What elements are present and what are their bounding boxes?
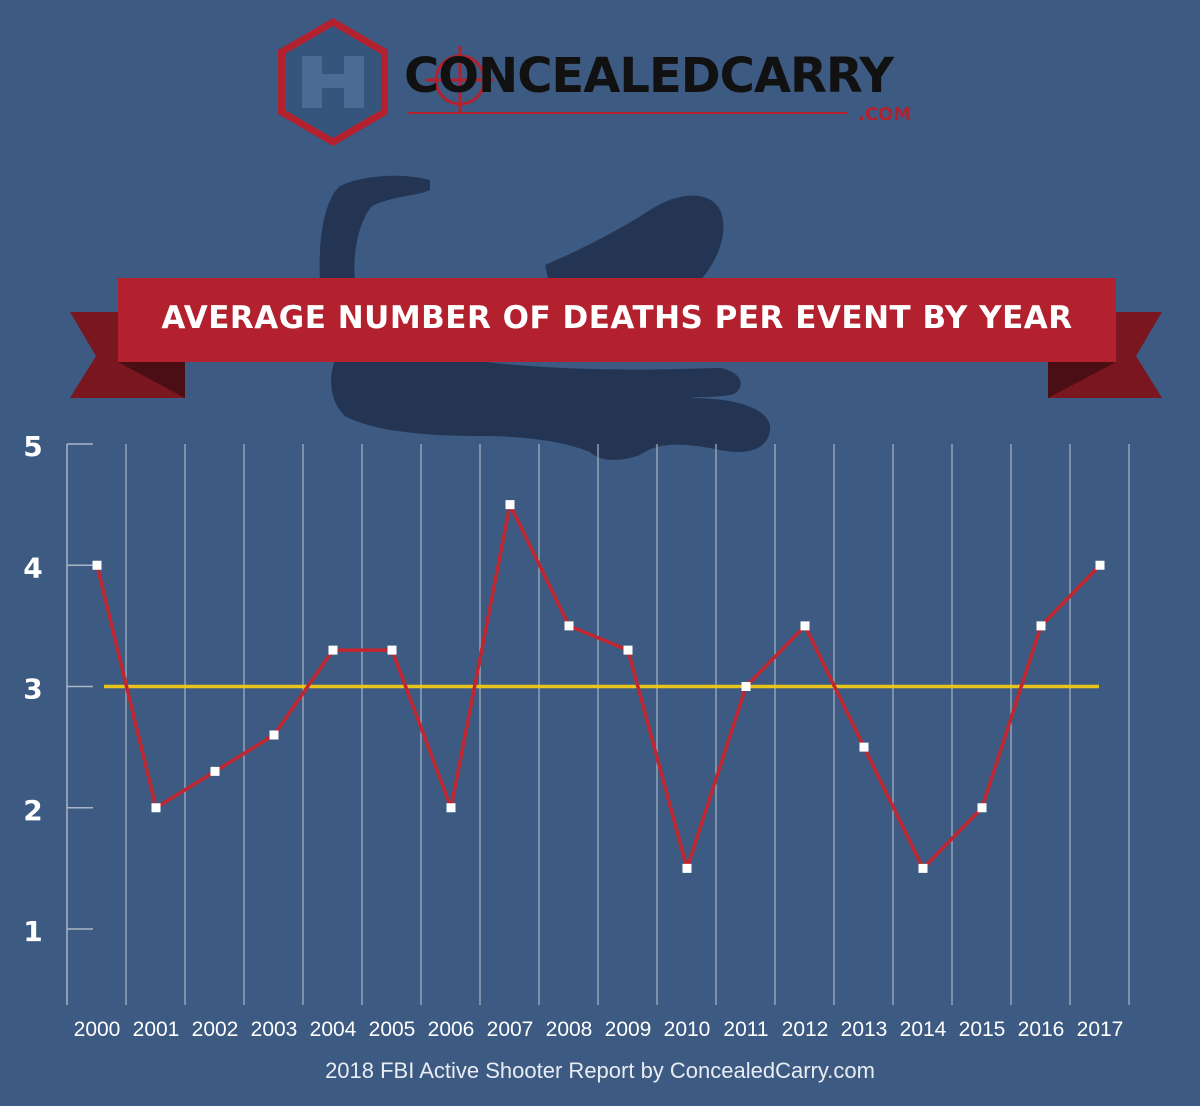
data-point (1095, 560, 1105, 570)
axes (66, 443, 93, 1005)
x-tick-label: 2005 (369, 1018, 416, 1041)
data-points (92, 500, 1105, 873)
logo-wordmark: CONCEALEDCARRY (404, 48, 894, 104)
x-tick-label: 2013 (841, 1018, 888, 1041)
logo-underline (408, 112, 848, 114)
crosshair-icon (426, 46, 494, 114)
data-point (859, 742, 869, 752)
data-point (210, 766, 220, 776)
x-tick-label: 2009 (605, 1018, 652, 1041)
data-point (446, 803, 456, 813)
x-tick-label: 2000 (74, 1018, 121, 1041)
data-point (977, 803, 987, 813)
x-tick-label: 2016 (1018, 1018, 1065, 1041)
data-point (623, 645, 633, 655)
data-point (741, 682, 751, 691)
series-line (95, 502, 1102, 871)
y-tick-label: 2 (23, 794, 42, 827)
data-point (151, 803, 161, 813)
x-tick-label: 2002 (192, 1018, 239, 1041)
chart-title: AVERAGE NUMBER OF DEATHS PER EVENT BY YE… (161, 300, 1073, 336)
data-point (505, 500, 515, 510)
x-tick-label: 2001 (133, 1018, 180, 1041)
logo-hexagon-icon (278, 18, 388, 146)
data-point (918, 863, 928, 873)
y-tick-labels: 1 2 3 4 5 (23, 430, 42, 948)
x-tick-label: 2007 (487, 1018, 534, 1041)
x-tick-label: 2006 (428, 1018, 475, 1041)
x-tick-label: 2012 (782, 1018, 829, 1041)
x-tick-label: 2017 (1077, 1018, 1124, 1041)
x-tick-label: 2004 (310, 1018, 357, 1041)
x-tick-label: 2015 (959, 1018, 1006, 1041)
data-point (800, 621, 810, 631)
data-point (564, 621, 574, 631)
gridlines (125, 444, 1130, 1005)
x-tick-label: 2008 (546, 1018, 593, 1041)
y-tick-label: 5 (23, 430, 42, 463)
x-tick-label: 2003 (251, 1018, 298, 1041)
title-banner (70, 278, 1162, 398)
data-point (682, 863, 692, 873)
x-tick-label: 2010 (664, 1018, 711, 1041)
y-tick-label: 1 (23, 915, 42, 948)
source-caption: 2018 FBI Active Shooter Report by Concea… (325, 1058, 875, 1083)
data-point (92, 560, 102, 570)
y-tick-label: 4 (23, 551, 42, 584)
x-tick-label: 2014 (900, 1018, 947, 1041)
x-tick-labels: 2000 2001 2002 2003 2004 2005 2006 2007 2008 2009… (74, 1018, 1124, 1041)
data-point (269, 730, 279, 740)
data-point (328, 645, 338, 655)
logo-domain: .COM (858, 104, 912, 125)
y-tick-label: 3 (23, 673, 42, 706)
data-point (387, 645, 397, 655)
data-point (1036, 621, 1046, 631)
series-line-layer (95, 502, 1102, 871)
x-tick-label: 2011 (723, 1018, 768, 1041)
